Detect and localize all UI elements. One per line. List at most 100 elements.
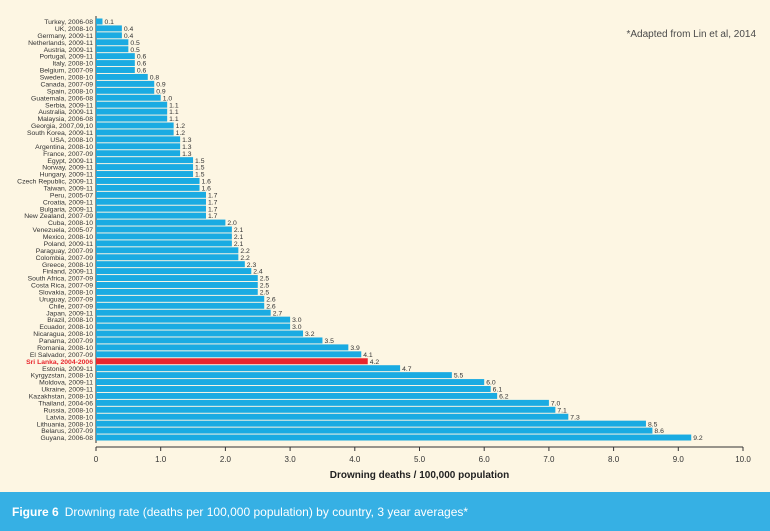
value-label: 1.6 (202, 179, 212, 186)
category-label: Chile, 2007-09 (49, 303, 93, 310)
x-tick-label: 6.0 (479, 455, 491, 464)
value-label: 1.5 (195, 165, 205, 172)
value-label: 0.9 (156, 88, 166, 95)
x-tick-label: 7.0 (543, 455, 555, 464)
category-label: Georgia, 2007,09,10 (31, 123, 93, 130)
bar (96, 171, 194, 178)
value-label: 1.7 (208, 213, 218, 220)
bar (96, 372, 452, 379)
category-label: Japan, 2009-11 (46, 310, 93, 317)
bar (96, 94, 161, 101)
category-label: Colombia, 2007-09 (36, 255, 94, 262)
bar (96, 386, 491, 392)
value-label: 8.6 (654, 428, 664, 435)
value-label: 6.1 (493, 387, 503, 394)
bar (96, 247, 239, 254)
category-label: Brazil, 2008-10 (47, 317, 93, 324)
value-label: 6.2 (499, 394, 509, 401)
bar (96, 39, 129, 46)
category-label: Poland, 2009-11 (44, 241, 94, 248)
value-label: 3.5 (324, 338, 334, 345)
value-label: 2.1 (234, 234, 244, 241)
bar (96, 337, 323, 344)
category-label: Lithuania, 2008-10 (37, 421, 94, 428)
category-label: Romania, 2008-10 (37, 345, 93, 352)
category-label: Bulgaria, 2009-11 (40, 206, 93, 213)
value-label: 4.7 (402, 366, 412, 373)
bar (96, 164, 194, 171)
value-label: 1.1 (169, 116, 179, 123)
bar (96, 212, 206, 219)
category-label: Thailand, 2004-06 (38, 400, 93, 407)
category-label: USA, 2008-10 (50, 137, 93, 144)
figure-label: Figure 6 (12, 504, 59, 519)
category-label: Argentina, 2008-10 (35, 144, 93, 151)
value-label: 1.1 (169, 109, 179, 116)
category-label: Guatemala, 2006-08 (31, 95, 93, 102)
value-label: 3.0 (292, 324, 302, 331)
value-label: 1.7 (208, 199, 218, 206)
category-label: France, 2007-09 (43, 151, 93, 158)
bar (96, 32, 122, 39)
category-label: Russia, 2008-10 (44, 407, 94, 414)
category-label: Finland, 2009-11 (42, 269, 93, 276)
value-label: 7.1 (557, 407, 567, 414)
value-label: 0.5 (130, 40, 140, 47)
value-label: 1.5 (195, 172, 205, 179)
value-label: 2.6 (266, 303, 276, 310)
bar (96, 413, 569, 420)
value-label: 0.6 (137, 61, 147, 68)
bar (96, 80, 155, 87)
bar (96, 288, 258, 295)
value-label: 0.6 (137, 54, 147, 61)
category-label: Netherlands, 2009-11 (28, 40, 93, 47)
category-label: Serbia, 2009-11 (45, 102, 93, 109)
value-label: 2.3 (247, 262, 257, 269)
category-label: Nicaragua, 2008-10 (33, 331, 93, 338)
bar (96, 399, 549, 406)
category-label: Spain, 2008-10 (47, 88, 93, 95)
bar (96, 434, 692, 441)
bar (96, 330, 304, 337)
value-label: 4.1 (363, 352, 373, 359)
category-label: South Korea, 2009-11 (27, 130, 93, 137)
value-label: 9.2 (693, 435, 703, 442)
bar (96, 420, 646, 427)
bar (96, 344, 349, 351)
category-label: Greece, 2008-10 (42, 262, 93, 269)
value-label: 4.2 (370, 359, 380, 366)
bar (96, 60, 135, 67)
value-label: 6.0 (486, 380, 496, 387)
value-label: 1.0 (163, 95, 173, 102)
bar (96, 25, 122, 32)
category-label: Hungary, 2009-11 (40, 172, 94, 179)
bar (96, 365, 401, 372)
bar (96, 122, 174, 129)
bar (96, 108, 168, 115)
category-label: Germany, 2009-11 (37, 33, 93, 40)
value-label: 2.0 (227, 220, 237, 227)
category-label: Czech Republic, 2009-11 (17, 179, 93, 186)
value-label: 7.0 (551, 400, 561, 407)
value-label: 0.5 (130, 47, 140, 54)
bar (96, 219, 226, 226)
bar (96, 143, 181, 150)
value-label: 1.1 (169, 102, 179, 109)
bar (96, 73, 148, 80)
bar (96, 261, 245, 268)
value-label: 1.2 (176, 123, 186, 130)
bar (96, 191, 206, 198)
bar-chart: 0 1.0 2.0 3.0 4.0 5.0 6.0 7.0 8.0 9.0 10.0 Drowning… (17, 16, 751, 481)
value-label: 2.2 (240, 248, 250, 255)
bar (96, 392, 498, 399)
value-label: 2.2 (240, 255, 250, 262)
value-label: 1.2 (176, 130, 186, 137)
category-label: Panama, 2007-09 (39, 338, 93, 345)
bar (96, 205, 206, 212)
bar (96, 150, 181, 157)
value-label: 0.6 (137, 68, 147, 75)
category-label: Belgium, 2007-09 (40, 68, 93, 75)
value-label: 8.5 (648, 421, 658, 428)
category-label: Latvia, 2008-10 (46, 414, 93, 421)
bar (96, 309, 271, 316)
